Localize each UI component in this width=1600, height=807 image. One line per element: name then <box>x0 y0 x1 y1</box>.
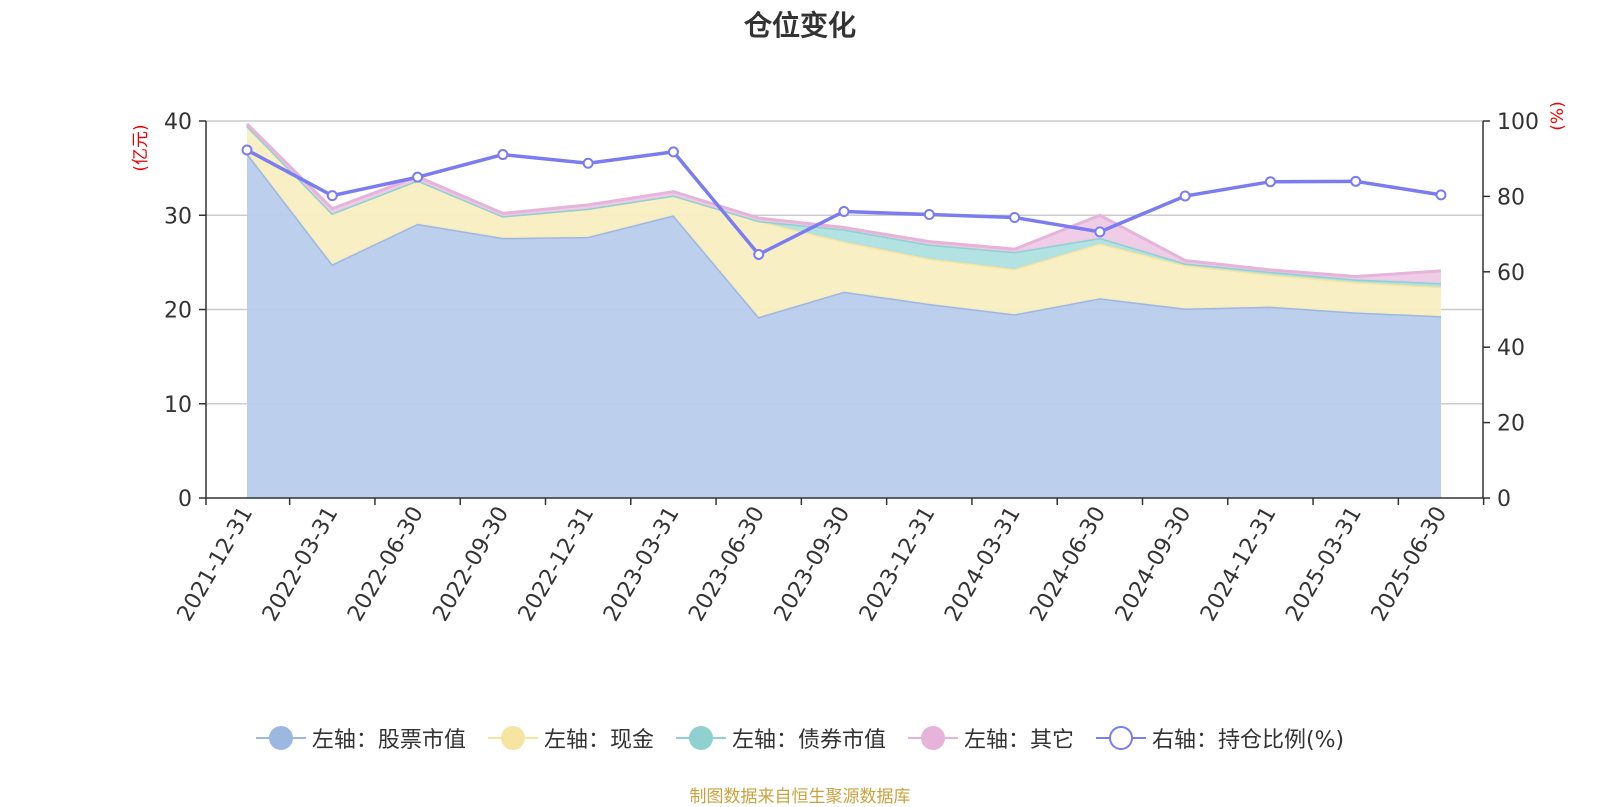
left-axis-tick-label: 40 <box>164 110 192 135</box>
x-axis-tick-label: 2025-03-31 <box>1281 503 1367 626</box>
legend-label: 右轴：持仓比例(%) <box>1151 728 1345 753</box>
holding-ratio-point <box>1264 176 1276 188</box>
holding-ratio-point <box>1435 189 1447 201</box>
legend-item[interactable]: 右轴：持仓比例(%) <box>1095 722 1345 754</box>
x-axis-tick-label: 2025-06-30 <box>1367 503 1453 626</box>
holding-ratio-point <box>582 157 594 169</box>
legend-swatch <box>907 726 958 750</box>
right-axis-unit-label: (%) <box>1548 101 1568 130</box>
legend-swatch <box>255 726 306 750</box>
x-axis-tick-label: 2023-03-31 <box>599 503 685 626</box>
holding-ratio-point <box>1350 175 1362 187</box>
legend-label: 左轴：现金 <box>543 728 654 753</box>
legend-label: 左轴：其它 <box>963 728 1074 753</box>
left-axis-tick-label: 0 <box>178 487 192 512</box>
legend-swatch <box>487 726 538 750</box>
holding-ratio-point <box>1179 190 1191 202</box>
source-note: 制图数据来自恒生聚源数据库 <box>689 787 911 807</box>
right-axis-tick-label: 60 <box>1497 261 1525 286</box>
x-axis-tick-label: 2022-06-30 <box>343 502 429 625</box>
holding-ratio-point <box>241 144 253 156</box>
right-axis-tick-label: 100 <box>1497 110 1539 135</box>
x-axis-tick-label: 2024-06-30 <box>1025 503 1111 626</box>
right-axis-tick-label: 20 <box>1497 412 1525 437</box>
area-series-line-4 <box>245 122 1442 279</box>
legend-swatch <box>1095 726 1146 750</box>
holding-ratio-point <box>667 146 679 158</box>
x-axis-tick-label: 2023-09-30 <box>770 503 856 626</box>
legend-item[interactable]: 左轴：股票市值 <box>255 722 466 754</box>
holding-ratio-point <box>412 171 424 183</box>
x-axis-tick-label: 2024-09-30 <box>1111 503 1197 626</box>
legend-swatch <box>675 726 726 750</box>
legend-item[interactable]: 左轴：其它 <box>907 722 1074 754</box>
area-series-4 <box>247 123 1441 284</box>
x-axis-tick-label: 2022-12-31 <box>514 503 600 626</box>
legend-item[interactable]: 左轴：现金 <box>487 722 654 754</box>
x-axis-tick-label: 2023-12-31 <box>855 502 941 625</box>
right-axis-tick-label: 40 <box>1497 336 1525 361</box>
legend-label: 左轴：债券市值 <box>731 728 886 753</box>
holding-ratio-point <box>753 248 765 260</box>
left-axis-unit-label: (亿元) <box>131 124 151 171</box>
holding-ratio-point <box>326 190 338 202</box>
area-series-1 <box>247 153 1441 499</box>
x-axis-tick-label: 2021-12-31 <box>173 503 259 626</box>
x-axis-tick-label: 2023-06-30 <box>684 503 770 626</box>
left-axis-tick-label: 10 <box>164 393 192 418</box>
chart-legend: 左轴：股票市值 左轴：现金 左轴：债券市值 左轴：其它 右轴：持仓比例(%) <box>0 722 1600 754</box>
holding-ratio-point <box>1094 226 1106 238</box>
x-axis-tick-label: 2024-12-31 <box>1196 503 1282 626</box>
holding-ratio-point <box>1009 212 1021 224</box>
area-series-2 <box>247 125 1441 318</box>
right-axis-tick-label: 0 <box>1497 487 1511 512</box>
x-axis-tick-label: 2022-09-30 <box>428 503 514 626</box>
left-axis-tick-label: 30 <box>164 204 192 229</box>
left-axis-tick-label: 20 <box>164 299 192 324</box>
x-axis-tick-label: 2024-03-31 <box>940 503 1026 626</box>
right-axis-tick-label: 80 <box>1497 185 1525 210</box>
holding-ratio-point <box>497 149 509 161</box>
holding-ratio-point <box>838 205 850 217</box>
chart-title: 仓位变化 <box>743 9 856 42</box>
legend-item[interactable]: 左轴：债券市值 <box>675 722 886 754</box>
legend-label: 左轴：股票市值 <box>311 728 466 753</box>
x-axis-tick-label: 2022-03-31 <box>258 503 344 626</box>
holding-ratio-point <box>923 208 935 220</box>
